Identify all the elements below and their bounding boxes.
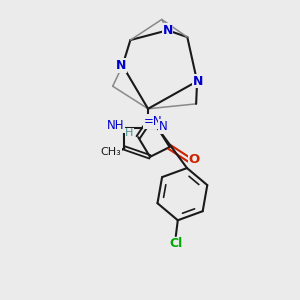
Text: H: H — [125, 128, 134, 138]
Text: N: N — [158, 120, 167, 133]
Text: N: N — [193, 75, 203, 88]
Text: N: N — [163, 24, 173, 37]
Text: Cl: Cl — [169, 237, 182, 250]
Text: =N: =N — [144, 115, 162, 128]
Text: N: N — [116, 59, 127, 72]
Text: O: O — [188, 153, 200, 166]
Text: CH₃: CH₃ — [100, 147, 121, 157]
Text: NH: NH — [107, 119, 124, 132]
